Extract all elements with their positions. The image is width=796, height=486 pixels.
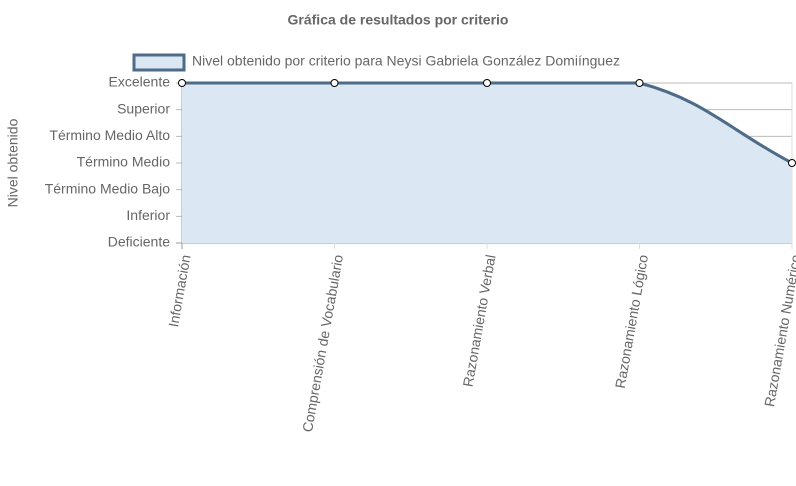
y-tick-label: Término Medio Alto — [49, 127, 170, 143]
y-tick-label: Excelente — [109, 74, 171, 90]
point — [178, 79, 186, 87]
point — [330, 79, 339, 87]
x-tick-label: Información — [165, 253, 193, 328]
x-tick-label: Razonamiento Verbal — [460, 253, 499, 388]
x-tick-label: Razonamiento Lógico — [612, 253, 651, 389]
y-tick-label: Término Medio — [77, 154, 171, 170]
point — [788, 159, 796, 167]
x-tick-label: Comprensión de Vocabulario — [299, 253, 346, 433]
y-tick-label: Deficiente — [108, 234, 170, 250]
chart-title: Gráfica de resultados por criterio — [288, 12, 509, 28]
y-tick-label: Superior — [117, 100, 170, 116]
point — [635, 79, 644, 87]
y-tick-label: Inferior — [126, 207, 170, 223]
y-tick-label: Término Medio Bajo — [45, 180, 170, 196]
area — [182, 83, 792, 243]
legend-swatch — [132, 53, 186, 72]
point — [483, 79, 491, 87]
x-tick-label: Razonamiento Numérico — [761, 253, 796, 408]
y-axis-label: Nivel obtenido — [5, 118, 21, 207]
legend-label: Nivel obtenido por criterio para Neysi G… — [192, 53, 620, 69]
